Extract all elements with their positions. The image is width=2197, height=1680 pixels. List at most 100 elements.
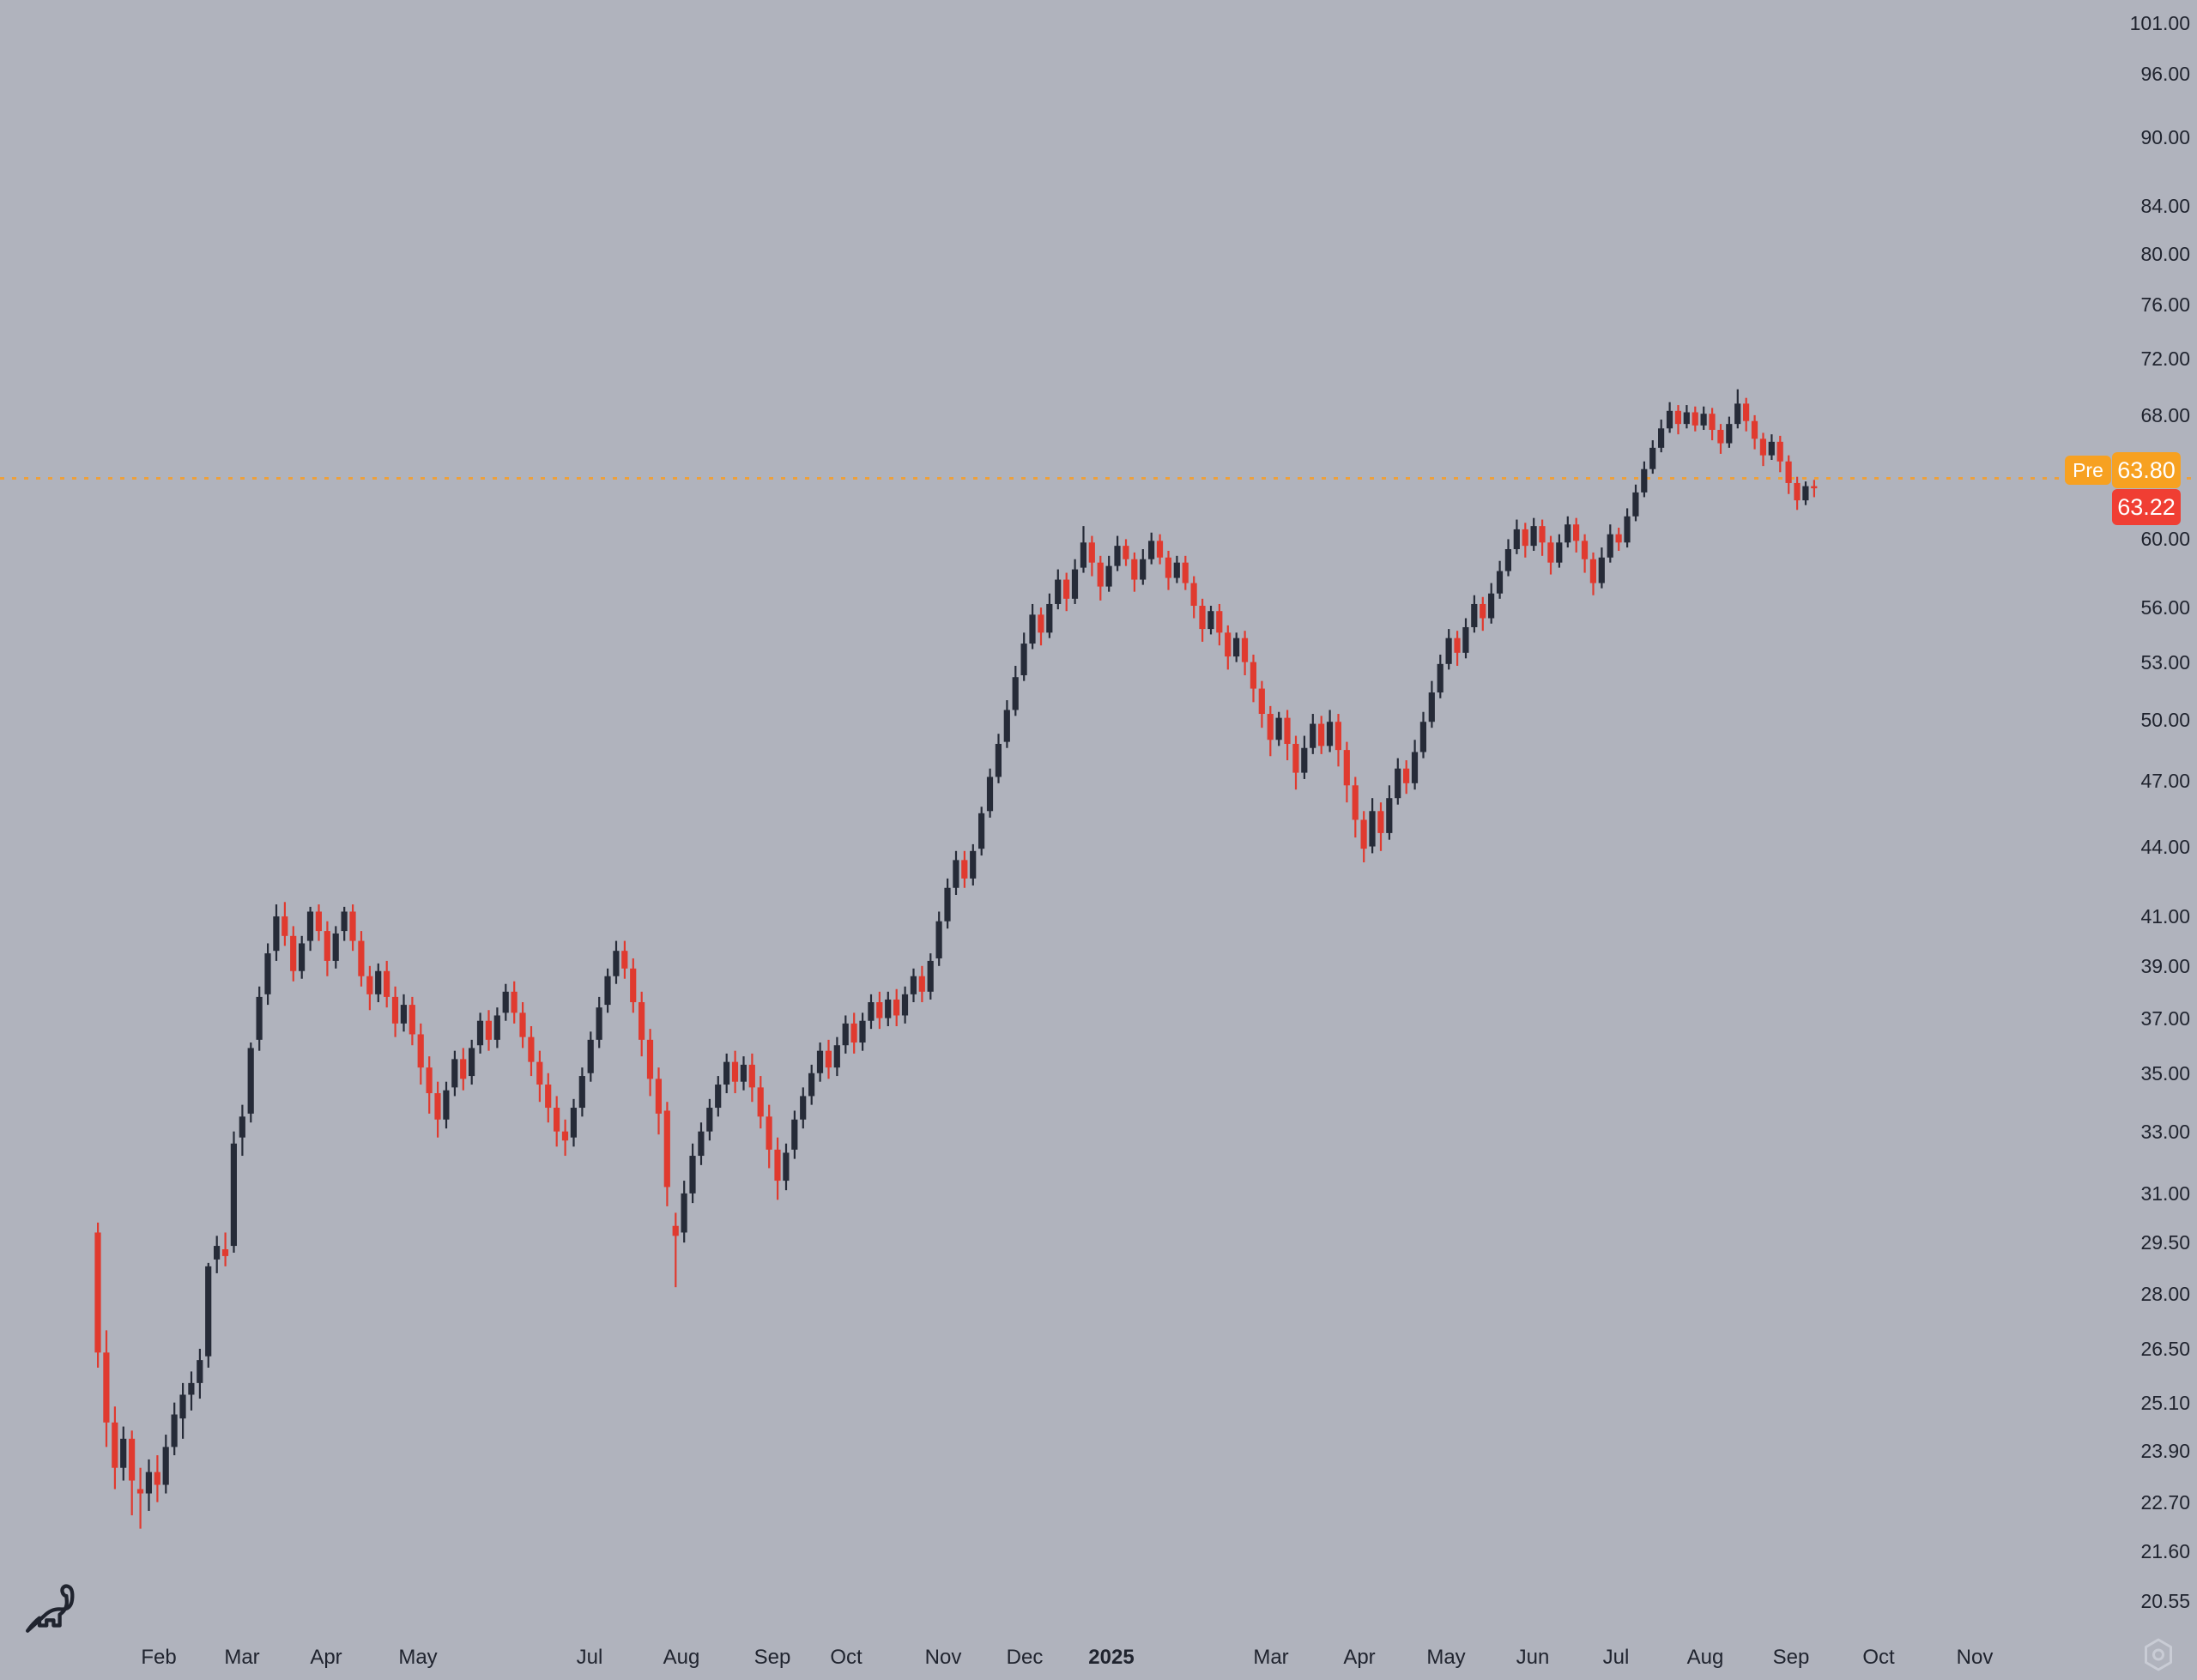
candle xyxy=(1020,632,1027,681)
candle xyxy=(366,965,373,1011)
candle xyxy=(1335,714,1341,767)
candle xyxy=(723,1053,730,1094)
price-axis[interactable]: 101.00 96.00 90.00 84.00 80.00 76.00 72.00 68.0… xyxy=(2085,0,2197,1622)
candle xyxy=(1250,654,1256,703)
candle xyxy=(970,843,977,886)
candle xyxy=(1471,595,1478,633)
candle xyxy=(485,1010,492,1051)
candle xyxy=(706,1098,713,1141)
candle xyxy=(698,1122,705,1165)
time-tick-label: Nov xyxy=(1956,1646,1994,1669)
time-tick-label: Sep xyxy=(1772,1646,1810,1669)
candle xyxy=(1055,569,1062,610)
candle xyxy=(783,1143,790,1191)
candle xyxy=(112,1406,118,1490)
candle xyxy=(426,1056,433,1114)
candle xyxy=(511,981,517,1024)
time-tick-label: Aug xyxy=(663,1646,700,1669)
candle xyxy=(103,1330,110,1447)
candle xyxy=(1292,735,1299,790)
candle xyxy=(740,1056,747,1091)
price-tick-label: 33.00 xyxy=(2140,1120,2190,1143)
candle xyxy=(1173,555,1180,583)
candle xyxy=(1419,711,1426,758)
candle xyxy=(1658,420,1665,453)
candle xyxy=(129,1430,136,1516)
candle xyxy=(1589,552,1596,595)
price-tick-label: 47.00 xyxy=(2140,770,2190,793)
candle xyxy=(1802,481,1809,505)
candle xyxy=(1565,516,1571,548)
candle xyxy=(978,807,985,856)
candle xyxy=(1641,461,1648,498)
candle xyxy=(1140,549,1147,585)
candle xyxy=(145,1459,152,1511)
candle xyxy=(766,1104,772,1169)
candle xyxy=(1615,528,1622,551)
candle xyxy=(120,1426,127,1481)
price-tick-label: 44.00 xyxy=(2140,835,2190,858)
candle xyxy=(1522,523,1528,558)
candle xyxy=(1190,576,1197,619)
candle xyxy=(1759,432,1766,467)
candle xyxy=(1216,603,1223,646)
time-axis[interactable]: Feb Mar Apr May Jul Aug Sep Oct Nov Dec 2025 Mar Apr… xyxy=(0,1635,2197,1680)
candle xyxy=(850,1012,857,1054)
candle xyxy=(349,904,356,952)
time-tick-label: Jul xyxy=(1602,1646,1630,1669)
time-tick-label: Oct xyxy=(830,1646,862,1669)
time-tick-label: Mar xyxy=(224,1646,260,1669)
candle xyxy=(1428,680,1435,728)
candle xyxy=(1182,555,1189,590)
candle xyxy=(1437,654,1443,698)
price-tick-label: 31.00 xyxy=(2140,1181,2190,1205)
candle xyxy=(469,1039,475,1085)
time-tick-label: May xyxy=(1426,1646,1466,1669)
candle xyxy=(748,1053,755,1103)
candle xyxy=(221,1232,229,1266)
candle xyxy=(1726,416,1733,448)
price-tick-label: 39.00 xyxy=(2140,954,2190,977)
price-tick-label: 41.00 xyxy=(2140,905,2190,928)
hexagon-icon[interactable] xyxy=(2140,1635,2177,1675)
time-tick-label: Jun xyxy=(1516,1646,1550,1669)
candle xyxy=(400,994,407,1032)
candle xyxy=(332,926,339,969)
candle xyxy=(443,1081,450,1129)
candle xyxy=(409,996,415,1046)
candle xyxy=(315,904,322,941)
candle xyxy=(663,1102,670,1206)
candle xyxy=(1717,424,1724,454)
candle xyxy=(1632,484,1639,522)
premarket-price-badge: 63.80 xyxy=(2112,451,2181,488)
last-price-badge: 63.22 xyxy=(2112,488,2181,525)
candle xyxy=(791,1110,798,1159)
price-tick-label: 80.00 xyxy=(2140,243,2190,266)
candle xyxy=(1199,598,1206,642)
price-tick-label: 60.00 xyxy=(2140,528,2190,551)
candle xyxy=(1581,534,1589,573)
candle xyxy=(1403,760,1410,795)
candle xyxy=(876,991,883,1030)
candle xyxy=(995,734,1002,783)
candle xyxy=(391,986,399,1037)
candle xyxy=(1411,740,1419,790)
candle xyxy=(1369,798,1376,854)
time-tick-label: Feb xyxy=(141,1646,177,1669)
candle xyxy=(256,986,263,1051)
candle xyxy=(1776,435,1783,473)
candle xyxy=(299,935,306,979)
candle xyxy=(1284,710,1291,761)
candle xyxy=(672,1212,679,1288)
candle xyxy=(1326,710,1334,752)
candle xyxy=(1513,519,1520,554)
candle xyxy=(1012,666,1019,716)
candle xyxy=(460,1048,467,1091)
candle xyxy=(1131,552,1138,592)
candle xyxy=(162,1435,169,1494)
candle xyxy=(1267,705,1274,757)
candle xyxy=(808,1064,815,1105)
candle xyxy=(825,1039,832,1079)
candle xyxy=(1573,517,1580,553)
